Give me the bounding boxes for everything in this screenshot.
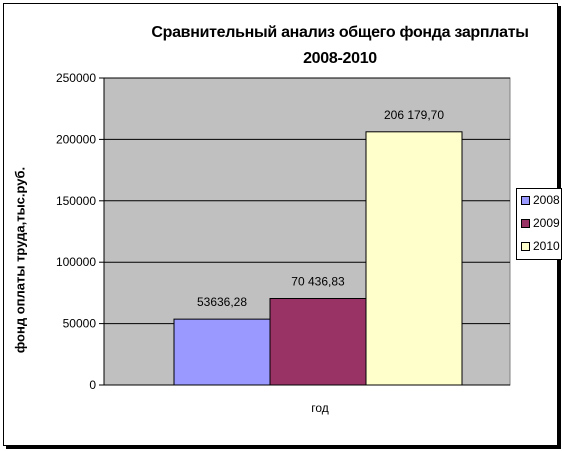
legend-item-2010: 2010 (521, 239, 560, 253)
legend-label-2009: 2009 (533, 216, 560, 230)
legend-swatch-2010 (521, 241, 530, 251)
y-tick-label: 100000 (56, 255, 96, 269)
y-tick-label: 250000 (56, 71, 96, 85)
legend-label-2008: 2008 (533, 193, 560, 207)
data-label-2009: 70 436,83 (291, 275, 345, 289)
chart-title: Сравнительный анализ общего фонда зарпла… (151, 24, 529, 67)
x-axis-label: год (311, 401, 329, 415)
bar-2009 (269, 298, 367, 386)
y-tick-label: 150000 (56, 194, 96, 208)
y-tick-label: 0 (89, 378, 96, 392)
y-tick-label: 200000 (56, 132, 96, 146)
bar-2010 (365, 131, 463, 386)
data-label-2008: 53636,28 (197, 295, 247, 309)
bar-2008 (173, 318, 271, 386)
legend: 2008 2009 2010 (516, 188, 562, 260)
legend-item-2008: 2008 (521, 193, 560, 207)
legend-item-2009: 2009 (521, 216, 560, 230)
legend-swatch-2008 (521, 195, 530, 205)
legend-label-2010: 2010 (533, 239, 560, 253)
y-tick-label: 50000 (63, 317, 97, 331)
legend-swatch-2009 (521, 218, 530, 228)
data-label-2010: 206 179,70 (384, 108, 444, 122)
